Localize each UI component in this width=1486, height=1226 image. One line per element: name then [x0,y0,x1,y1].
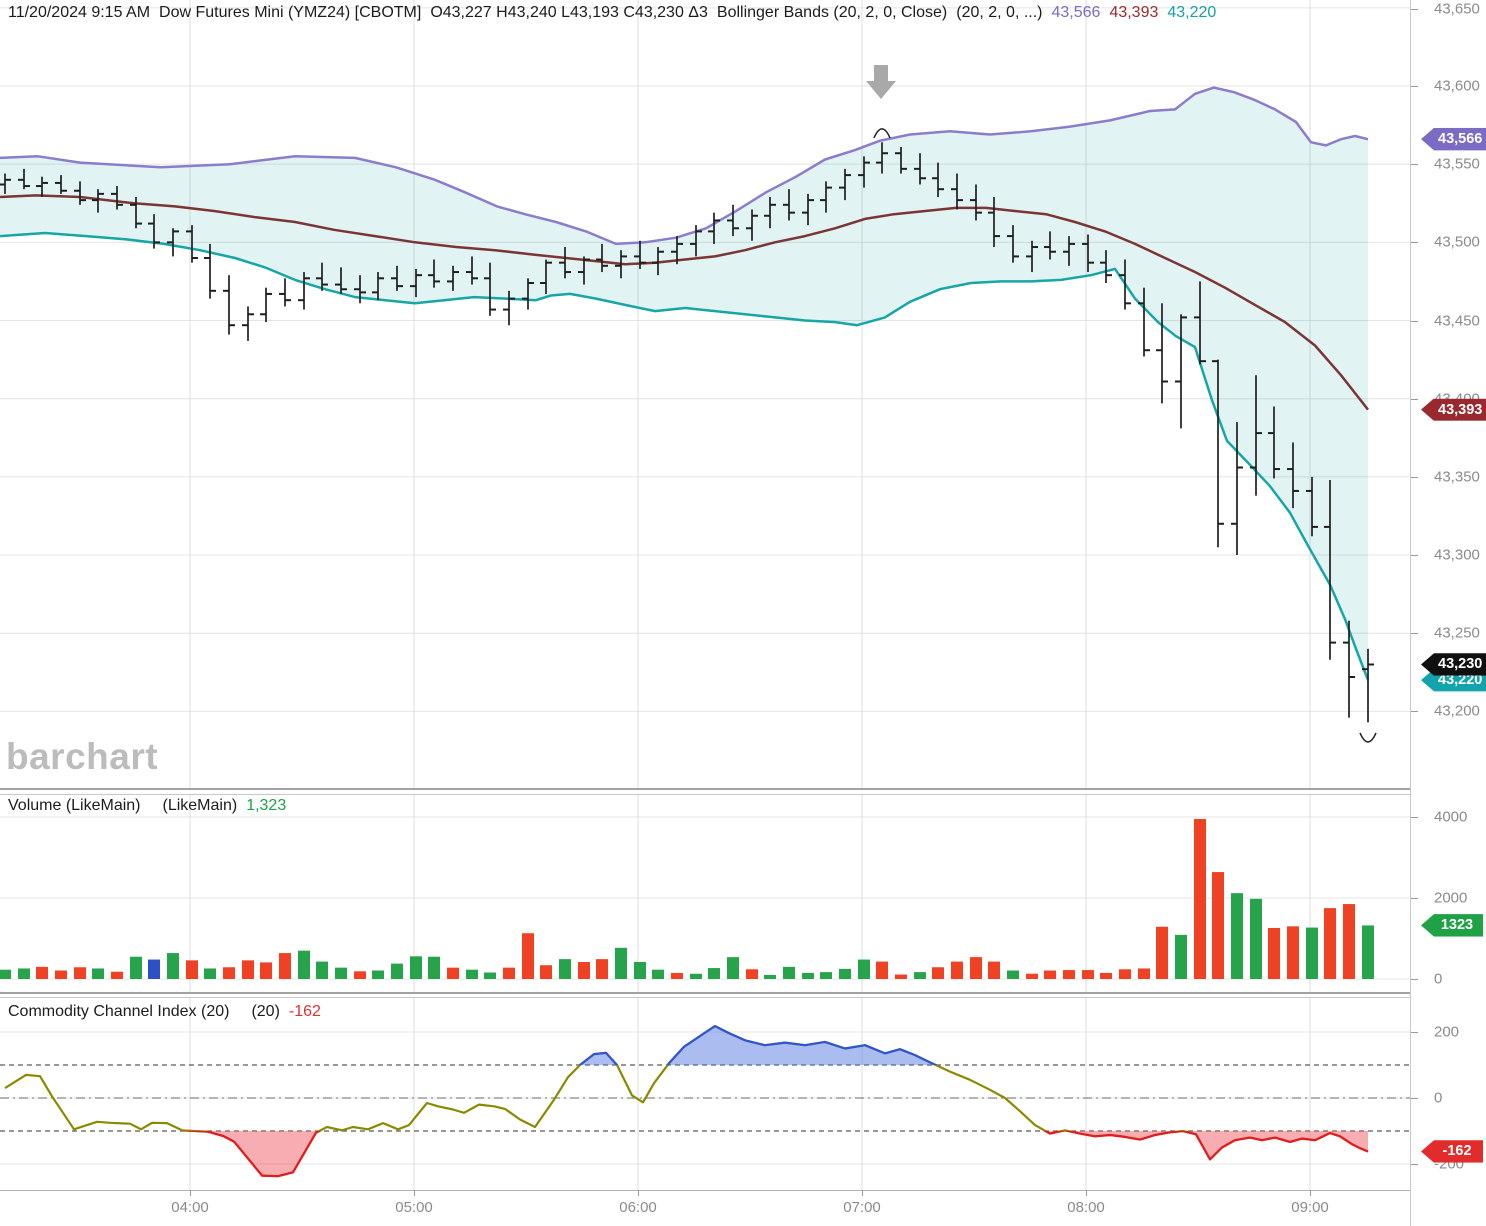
upper-band-value: 43,566 [1051,4,1101,21]
y-axis-tick [1411,476,1418,478]
main-price-chart[interactable] [0,0,1410,788]
study-label[interactable]: Bollinger Bands (20, 2, 0, Close) [716,4,948,21]
price-badge-1323: 1323 [1421,914,1483,937]
time-axis-label: 08:00 [1067,1199,1105,1216]
y-axis-tick [1411,979,1418,980]
volume-legend: Volume (LikeMain) (LikeMain) 1,323 [8,797,286,815]
price-badge-43393: 43,393 [1421,398,1486,421]
y-axis-label: 0 [1434,1089,1443,1107]
bollinger-lower-band [0,231,1370,681]
session-low-arc-marker [1359,732,1377,743]
y-axis-label: 43,300 [1434,546,1480,564]
y-axis-tick [1411,85,1418,87]
y-axis-label: 200 [1434,1023,1460,1041]
y-axis-label: 43,350 [1434,468,1480,486]
ohlc-bars [0,142,1374,723]
time-axis-tick [414,1190,415,1196]
y-axis-label: 43,650 [1434,0,1480,18]
axis-divider [0,1190,1486,1191]
time-axis-label: 05:00 [395,1199,433,1216]
y-axis-label: 4000 [1434,808,1468,826]
cci-current-value: -162 [288,1003,321,1020]
panel-divider[interactable] [0,788,1410,795]
time-axis-tick [862,1190,863,1196]
price-axis[interactable]: 43,65043,60043,55043,50043,45043,40043,3… [1410,0,1486,1226]
y-axis-tick [1411,711,1418,713]
time-axis-tick [638,1190,639,1196]
cci-param[interactable]: (20) [251,1003,280,1020]
y-axis-tick [1411,1164,1418,1165]
time-axis-label: 04:00 [171,1199,209,1216]
y-axis-label: 43,200 [1434,702,1480,720]
cci-oversold-fill [5,1131,1368,1177]
time-axis-tick [190,1190,191,1196]
y-axis-tick [1411,164,1418,166]
middle-band-value: 43,393 [1109,4,1159,21]
main-chart-legend: 11/20/2024 9:15 AM Dow Futures Mini (YMZ… [8,4,1216,22]
price-badge-43566: 43,566 [1421,127,1486,151]
y-axis-tick [1411,1032,1418,1033]
cci-overbought-fill [5,1026,1368,1065]
bollinger-middle-band [0,194,1369,411]
y-axis-label: 43,250 [1434,624,1480,642]
y-axis-label: 0 [1434,970,1443,988]
y-axis-tick [1411,9,1418,10]
price-badge-43230: 43,230 [1421,653,1486,676]
volume-param[interactable]: (LikeMain) [162,797,238,814]
volume-current-value: 1,323 [246,797,287,814]
cci-panel[interactable] [0,996,1410,1190]
bollinger-upper-band [0,86,1369,246]
chart-ohlc-readout: O43,227 H43,240 L43,193 C43,230 Δ3 [430,4,708,21]
y-axis-tick [1411,1098,1418,1099]
y-axis-label: 43,600 [1434,77,1480,95]
barchart-watermark: barchart [6,736,159,777]
time-axis-label: 06:00 [619,1199,657,1216]
y-axis-tick [1411,555,1418,557]
bollinger-band-fill [0,87,1368,681]
cci-line-overbought [578,1025,939,1065]
volume-bars [0,819,1374,979]
cci-line-oversold [180,1131,1369,1178]
y-axis-tick [1411,398,1418,400]
y-axis-tick [1411,817,1418,818]
y-axis-tick [1411,242,1418,244]
study-params[interactable]: (20, 2, 0, ...) [956,4,1043,21]
session-high-arc-marker [873,128,891,139]
y-axis-label: 43,450 [1434,312,1480,330]
y-axis-label: 43,500 [1434,233,1480,251]
time-axis-label: 09:00 [1291,1199,1329,1216]
y-axis-tick [1411,898,1418,899]
panel-divider[interactable] [0,992,1410,998]
cci-gridlines [0,996,1410,1190]
y-axis-label: 2000 [1434,889,1468,907]
chart-symbol: Dow Futures Mini (YMZ24) [CBOTM] [159,4,422,21]
chart-datetime: 11/20/2024 9:15 AM [8,4,151,21]
y-axis-tick [1411,633,1418,635]
time-axis-label: 07:00 [843,1199,881,1216]
volume-title[interactable]: Volume (LikeMain) [8,797,141,814]
cci-legend: Commodity Channel Index (20) (20) -162 [8,1003,321,1021]
y-axis-label: 43,550 [1434,155,1480,173]
time-axis-tick [1086,1190,1087,1196]
cci-title[interactable]: Commodity Channel Index (20) [8,1003,230,1020]
price-badge--162: -162 [1421,1140,1483,1163]
volume-panel[interactable] [0,793,1410,992]
y-axis-tick [1411,320,1418,322]
down-arrow-marker [866,65,896,99]
time-axis-tick [1310,1190,1311,1196]
main-gridlines [0,0,1410,788]
lower-band-value: 43,220 [1167,4,1217,21]
